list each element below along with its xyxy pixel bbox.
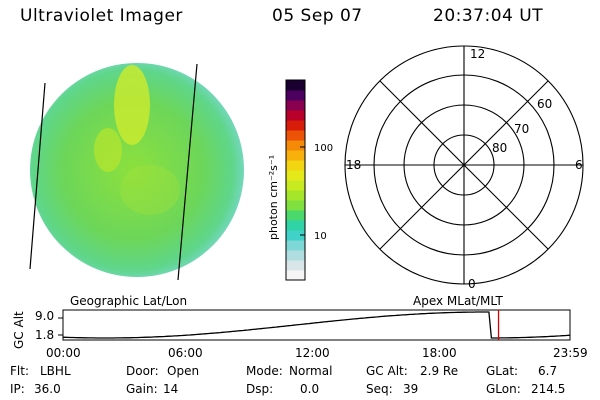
colorbar-band <box>286 130 305 141</box>
colorbar-label: photon cm⁻²s⁻¹ <box>267 155 280 240</box>
mlat-label-60: 60 <box>537 97 552 111</box>
glon-label: GLon: <box>486 382 521 396</box>
x-tick-0600: 06:00 <box>168 346 203 360</box>
colorbar-tick-10: 10 <box>314 231 327 242</box>
colorbar-band <box>286 140 305 151</box>
door-value: Open <box>167 364 200 378</box>
glat-value: 6.7 <box>538 364 558 378</box>
mlt-label-12: 12 <box>470 47 485 61</box>
mode-label: Mode: <box>246 364 283 378</box>
mlat-label-80: 80 <box>492 141 507 155</box>
colorbar-band <box>286 210 305 221</box>
mode-value: Normal <box>289 364 333 378</box>
gcalt-label: GC Alt: <box>366 364 408 378</box>
colorbar-band <box>286 260 305 271</box>
colorbar-band <box>286 270 305 281</box>
colorbar-band <box>286 220 305 231</box>
date-label: 05 Sep 07 <box>272 6 363 26</box>
geographic-caption: Geographic Lat/Lon <box>70 294 188 308</box>
apex-caption: Apex MLat/MLT <box>413 294 503 308</box>
polar-grid <box>344 45 584 285</box>
flt-label: Flt: <box>10 364 29 378</box>
glat-label: GLat: <box>486 364 519 378</box>
colorbar-band <box>286 230 305 241</box>
color-bar <box>286 80 305 281</box>
mlt-label-0: 0 <box>468 277 476 291</box>
meridian-line-left <box>29 82 46 270</box>
mlt-label-6: 6 <box>575 158 583 172</box>
colorbar-band <box>286 250 305 261</box>
alt-axis-label: GC Alt <box>12 311 26 349</box>
colorbar-band <box>286 160 305 171</box>
colorbar-band <box>286 120 305 131</box>
colorbar-band <box>286 180 305 191</box>
glon-value: 214.5 <box>531 382 566 396</box>
mlt-label-18: 18 <box>346 158 361 172</box>
colorbar-band <box>286 80 305 91</box>
seq-value: 39 <box>403 382 419 396</box>
ip-value: 36.0 <box>34 382 61 396</box>
x-tick-1800: 18:00 <box>422 346 457 360</box>
colorbar-band <box>286 150 305 161</box>
alt-ymin-label: 1.8 <box>35 328 54 342</box>
time-label: 20:37:04 UT <box>433 6 544 26</box>
colorbar-band <box>286 110 305 121</box>
x-tick-0000: 00:00 <box>46 346 81 360</box>
alt-ymax-label: 9.0 <box>35 309 54 323</box>
gain-value: 14 <box>163 382 179 396</box>
altitude-plot <box>58 309 571 341</box>
meridian-line-right <box>177 63 198 281</box>
x-tick-2359: 23:59 <box>553 346 588 360</box>
instrument-title: Ultraviolet Imager <box>20 6 183 26</box>
colorbar-band <box>286 90 305 101</box>
altitude-curve <box>62 311 571 339</box>
polar-labels: 12 18 6 0 60 70 80 <box>346 47 583 291</box>
flt-value: LBHL <box>40 364 71 378</box>
colorbar-band <box>286 240 305 251</box>
dsp-value: 0.0 <box>300 382 320 396</box>
dsp-label: Dsp: <box>246 382 274 396</box>
colorbar-band <box>286 100 305 111</box>
colorbar-band <box>286 170 305 181</box>
gcalt-value: 2.9 Re <box>420 364 459 378</box>
seq-label: Seq: <box>366 382 393 396</box>
colorbar-band <box>286 200 305 211</box>
x-tick-1200: 12:00 <box>295 346 330 360</box>
door-label: Door: <box>126 364 159 378</box>
mlat-label-70: 70 <box>514 122 529 136</box>
colorbar-tick-100: 100 <box>314 143 333 154</box>
auroral-image <box>29 63 244 281</box>
gain-label: Gain: <box>126 382 158 396</box>
ip-label: IP: <box>10 382 25 396</box>
colorbar-band <box>286 190 305 201</box>
